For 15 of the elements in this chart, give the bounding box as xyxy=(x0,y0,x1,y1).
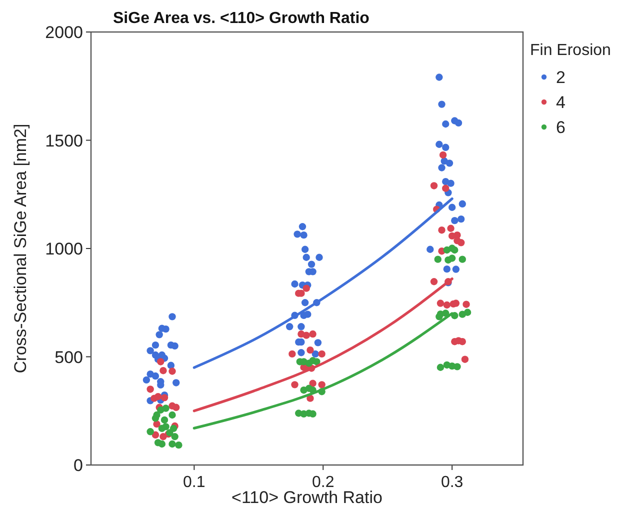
x-axis-title: <110> Growth Ratio xyxy=(232,488,382,507)
chart-title: SiGe Area vs. <110> Growth Ratio xyxy=(113,10,370,27)
y-tick-label: 0 xyxy=(74,456,83,475)
legend-title: Fin Erosion xyxy=(530,42,611,59)
y-tick-label: 500 xyxy=(54,348,83,367)
x-tick-label: 0.2 xyxy=(312,474,334,491)
legend-label: 6 xyxy=(556,118,566,137)
x-tick-label: 0.1 xyxy=(183,474,206,491)
y-tick-label: 2000 xyxy=(45,23,83,42)
legend-label: 2 xyxy=(556,68,566,87)
legend-label: 4 xyxy=(556,93,566,112)
y-axis-title: Cross-Sectional SiGe Area [nm2] xyxy=(11,124,30,374)
y-tick-label: 1000 xyxy=(45,240,83,258)
x-tick-label: 0.3 xyxy=(440,474,464,491)
y-tick-label: 1500 xyxy=(45,131,83,150)
